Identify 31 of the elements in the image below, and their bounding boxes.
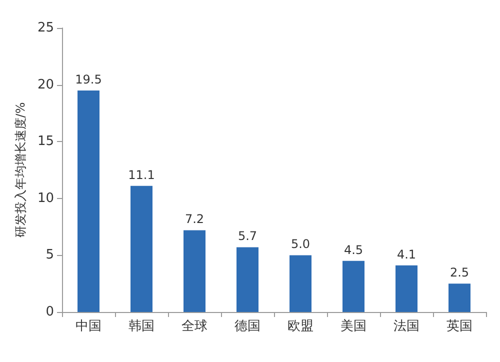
y-axis-title: 研发投入年均增长速度/% bbox=[14, 102, 28, 238]
data-label: 4.1 bbox=[396, 247, 416, 262]
bar bbox=[290, 255, 312, 312]
data-label: 7.2 bbox=[184, 212, 204, 226]
x-tick-label: 德国 bbox=[234, 319, 260, 334]
data-label: 19.5 bbox=[75, 72, 102, 86]
x-tick-label: 中国 bbox=[76, 319, 102, 334]
x-tick-label: 全球 bbox=[182, 319, 208, 334]
y-tick-label: 15 bbox=[37, 134, 54, 150]
bar bbox=[184, 230, 206, 312]
bar bbox=[236, 247, 258, 312]
bar bbox=[448, 284, 470, 312]
bar bbox=[396, 265, 418, 312]
x-tick-label: 韩国 bbox=[128, 319, 154, 334]
data-label: 5.0 bbox=[290, 237, 310, 252]
bar bbox=[130, 186, 152, 312]
bar bbox=[78, 90, 100, 312]
data-label: 11.1 bbox=[128, 168, 155, 182]
data-label: 2.5 bbox=[450, 266, 470, 280]
bar bbox=[342, 260, 364, 312]
y-tick-label: 25 bbox=[37, 20, 54, 36]
data-label: 4.5 bbox=[344, 242, 364, 257]
y-tick-label: 0 bbox=[46, 304, 54, 320]
data-label: 5.7 bbox=[238, 229, 258, 244]
x-tick-label: 美国 bbox=[340, 318, 366, 334]
y-tick-label: 10 bbox=[37, 190, 54, 206]
x-tick-label: 法国 bbox=[394, 319, 420, 334]
x-tick-label: 英国 bbox=[446, 319, 472, 334]
x-tick-label: 欧盟 bbox=[288, 319, 314, 334]
y-tick-label: 20 bbox=[37, 77, 54, 92]
y-tick-label: 5 bbox=[46, 248, 54, 263]
